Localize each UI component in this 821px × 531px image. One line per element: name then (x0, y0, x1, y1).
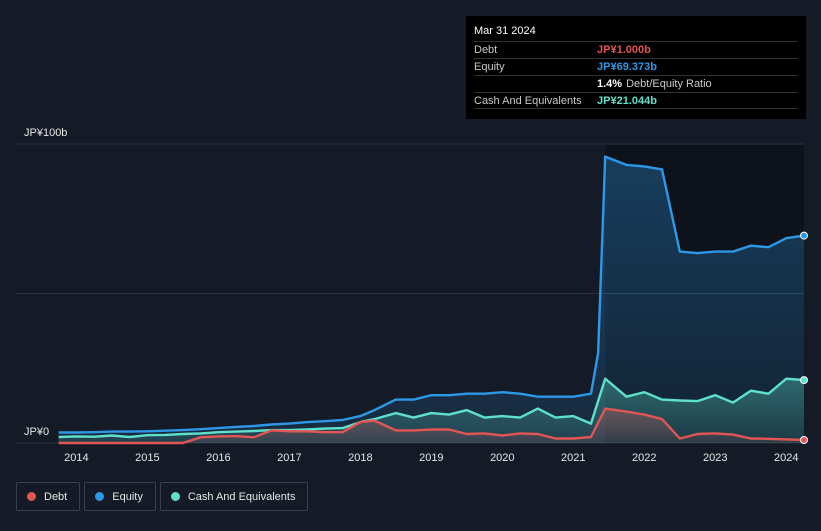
tooltip-row-cash: Cash And Equivalents JP¥21.044b (474, 92, 798, 109)
legend-debt-dot-icon (27, 492, 36, 501)
legend-item-debt[interactable]: Debt (16, 482, 81, 511)
area-equity (58, 156, 805, 443)
hover-tooltip: Mar 31 2024 Debt JP¥1.000b Equity JP¥69.… (466, 16, 806, 119)
tooltip-equity-label: Equity (474, 61, 505, 73)
x-tick-label-2020: 2020 (490, 452, 514, 464)
tooltip-equity-value: JP¥69.373b (597, 61, 657, 73)
x-tick-label-2015: 2015 (135, 452, 159, 464)
end-marker-debt (800, 436, 808, 445)
tooltip-cash-value: JP¥21.044b (597, 95, 657, 107)
legend-equity-dot-icon (95, 492, 105, 501)
x-tick-label-2019: 2019 (419, 452, 443, 464)
tooltip-ratio-label: Debt/Equity Ratio (626, 78, 712, 90)
axis-labels: JP¥100b JP¥0 2014 2015 2016 2017 2018 2019 2020 2… (24, 127, 798, 464)
series-end-markers (800, 231, 808, 445)
x-tick-label-2023: 2023 (703, 452, 727, 464)
area-debt (58, 408, 805, 443)
x-tick-label-2021: 2021 (561, 452, 585, 464)
legend-cash-label: Cash And Equivalents (187, 490, 296, 503)
x-tick-label-2018: 2018 (348, 452, 372, 464)
legend-item-cash[interactable]: Cash And Equivalents (159, 482, 309, 511)
x-tick-label-2022: 2022 (632, 452, 656, 464)
line-equity (58, 155, 805, 434)
legend-cash-dot-icon (170, 492, 180, 501)
tooltip-row-ratio: 1.4% Debt/Equity Ratio (474, 75, 798, 92)
series-areas (58, 156, 805, 443)
line-debt (58, 407, 805, 445)
legend-debt-label: Debt (44, 490, 68, 503)
line-cash-and-equivalents (58, 377, 805, 439)
tooltip-date: Mar 31 2024 (474, 25, 536, 37)
x-tick-label-2024: 2024 (774, 452, 798, 464)
tooltip-debt-label: Debt (474, 44, 498, 56)
x-tick-label-2017: 2017 (277, 452, 301, 464)
tooltip-row-debt: Debt JP¥1.000b (474, 41, 798, 58)
series-lines (58, 155, 805, 445)
tooltip-row-equity: Equity JP¥69.373b (474, 58, 798, 75)
chart-legend: Debt Equity Cash And Equivalents (16, 482, 309, 511)
end-marker-cash-and-equivalents (800, 376, 808, 385)
y-tick-label-0: JP¥100b (24, 127, 67, 139)
x-tick-label-2014: 2014 (64, 452, 88, 464)
end-marker-equity (800, 231, 808, 240)
tooltip-ratio-value: 1.4% (597, 78, 623, 90)
legend-equity-label: Equity (112, 490, 143, 503)
y-tick-label-1: JP¥0 (24, 426, 49, 438)
legend-item-equity[interactable]: Equity (84, 482, 156, 511)
x-tick-label-2016: 2016 (206, 452, 230, 464)
tooltip-debt-value: JP¥1.000b (597, 44, 651, 56)
tooltip-cash-label: Cash And Equivalents (474, 95, 582, 107)
